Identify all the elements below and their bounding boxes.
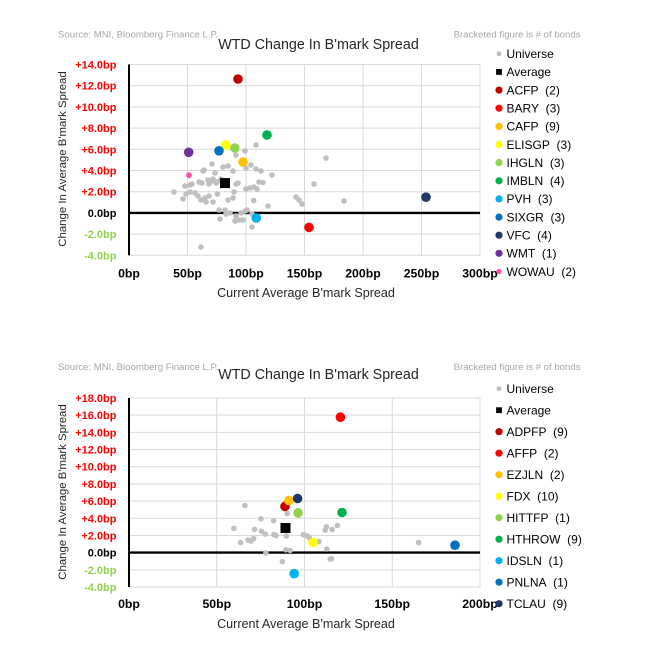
svg-text:ACFP (2): ACFP (2) xyxy=(507,83,560,97)
svg-text:TCLAU (9): TCLAU (9) xyxy=(507,597,568,611)
svg-text:SIXGR (3): SIXGR (3) xyxy=(507,210,566,224)
svg-text:CAFP (9): CAFP (9) xyxy=(507,120,560,134)
svg-text:0.0bp: 0.0bp xyxy=(88,208,117,220)
svg-text:Current Average B'mark Spread: Current Average B'mark Spread xyxy=(217,286,395,300)
svg-text:Source: MNI, Bloomberg Finance: Source: MNI, Bloomberg Finance L.P. xyxy=(58,362,218,373)
svg-text:EZJLN (2): EZJLN (2) xyxy=(507,468,565,482)
svg-text:BARY (3): BARY (3) xyxy=(507,102,561,116)
svg-text:ELISGP (3): ELISGP (3) xyxy=(507,138,572,152)
svg-text:+6.0bp: +6.0bp xyxy=(81,144,116,156)
svg-text:0bp: 0bp xyxy=(118,597,140,611)
svg-text:+10.0bp: +10.0bp xyxy=(75,102,117,114)
svg-text:Bracketed figure is # of bonds: Bracketed figure is # of bonds xyxy=(454,362,581,373)
svg-text:100bp: 100bp xyxy=(287,597,323,611)
svg-text:Universe: Universe xyxy=(507,47,555,61)
svg-text:PNLNA (1): PNLNA (1) xyxy=(507,576,568,590)
svg-text:Average: Average xyxy=(507,404,552,418)
svg-text:+2.0bp: +2.0bp xyxy=(81,531,116,543)
svg-text:0bp: 0bp xyxy=(118,267,140,281)
svg-text:HITTFP (1): HITTFP (1) xyxy=(507,511,570,525)
svg-text:+16.0bp: +16.0bp xyxy=(75,410,117,422)
svg-text:50bp: 50bp xyxy=(202,597,231,611)
svg-text:+2.0bp: +2.0bp xyxy=(81,187,116,199)
svg-text:200bp: 200bp xyxy=(345,267,381,281)
svg-text:+8.0bp: +8.0bp xyxy=(81,479,116,491)
svg-text:PVH (3): PVH (3) xyxy=(507,192,553,206)
svg-text:-2.0bp: -2.0bp xyxy=(84,565,117,577)
svg-text:+8.0bp: +8.0bp xyxy=(81,123,116,135)
svg-text:+14.0bp: +14.0bp xyxy=(75,427,117,439)
svg-text:VFC (4): VFC (4) xyxy=(507,229,552,243)
svg-text:150bp: 150bp xyxy=(374,597,410,611)
svg-text:Bracketed figure is # of bonds: Bracketed figure is # of bonds xyxy=(454,30,581,41)
svg-text:ADPFP (9): ADPFP (9) xyxy=(507,425,568,439)
svg-text:WMT (1): WMT (1) xyxy=(507,247,557,261)
svg-text:Source: MNI, Bloomberg Finance: Source: MNI, Bloomberg Finance L.P. xyxy=(58,30,218,41)
svg-text:IMBLN (4): IMBLN (4) xyxy=(507,174,565,188)
svg-text:WOWAU (2): WOWAU (2) xyxy=(507,265,577,279)
svg-text:150bp: 150bp xyxy=(287,267,323,281)
svg-text:+10.0bp: +10.0bp xyxy=(75,462,117,474)
svg-text:+12.0bp: +12.0bp xyxy=(75,81,117,93)
svg-text:FDX (10): FDX (10) xyxy=(507,490,559,504)
svg-text:Change In Average B'mark Sprea: Change In Average B'mark Spread xyxy=(57,404,69,579)
svg-text:50bp: 50bp xyxy=(173,267,202,281)
svg-text:-2.0bp: -2.0bp xyxy=(84,229,117,241)
svg-text:AFFP (2): AFFP (2) xyxy=(507,447,559,461)
svg-text:IHGLN (3): IHGLN (3) xyxy=(507,156,565,170)
svg-text:IDSLN (1): IDSLN (1) xyxy=(507,554,564,568)
svg-text:-4.0bp: -4.0bp xyxy=(84,582,117,594)
svg-text:Change In Average B'mark Sprea: Change In Average B'mark Spread xyxy=(57,71,69,246)
svg-text:+4.0bp: +4.0bp xyxy=(81,166,116,178)
svg-text:WTD Change In B'mark Spread: WTD Change In B'mark Spread xyxy=(218,367,419,383)
svg-text:Current Average B'mark Spread: Current Average B'mark Spread xyxy=(217,617,395,631)
svg-text:+6.0bp: +6.0bp xyxy=(81,496,116,508)
svg-text:+4.0bp: +4.0bp xyxy=(81,513,116,525)
svg-text:HTHROW (9): HTHROW (9) xyxy=(507,533,582,547)
svg-text:300bp: 300bp xyxy=(462,267,498,281)
svg-text:+12.0bp: +12.0bp xyxy=(75,445,117,457)
svg-text:200bp: 200bp xyxy=(462,597,498,611)
svg-text:Average: Average xyxy=(507,65,552,79)
svg-text:WTD Change In B'mark Spread: WTD Change In B'mark Spread xyxy=(218,37,419,53)
svg-text:0.0bp: 0.0bp xyxy=(88,548,117,560)
svg-text:250bp: 250bp xyxy=(404,267,440,281)
svg-text:100bp: 100bp xyxy=(228,267,264,281)
svg-text:+18.0bp: +18.0bp xyxy=(75,393,117,405)
svg-text:-4.0bp: -4.0bp xyxy=(84,250,117,262)
svg-text:Universe: Universe xyxy=(507,382,555,396)
svg-text:+14.0bp: +14.0bp xyxy=(75,60,117,72)
